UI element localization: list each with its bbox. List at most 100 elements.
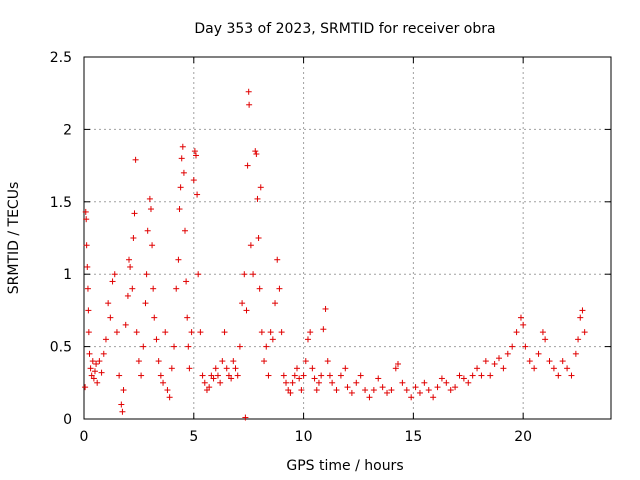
data-point: [195, 271, 202, 278]
x-tick-label: 15: [404, 429, 422, 445]
data-point: [242, 414, 249, 421]
y-axis-label: SRMTID / TECUs: [6, 182, 22, 295]
data-point: [491, 360, 498, 367]
data-point: [304, 336, 311, 343]
data-point: [147, 206, 154, 213]
data-point: [179, 143, 186, 150]
data-point: [379, 384, 386, 391]
chart-title: Day 353 of 2023, SRMTID for receiver obr…: [194, 21, 495, 37]
plot-frame: [83, 56, 612, 420]
data-point: [168, 365, 175, 372]
y-tick-label: 0: [63, 412, 72, 428]
data-point: [253, 151, 260, 158]
data-point: [416, 389, 423, 396]
data-point: [337, 372, 344, 379]
data-point: [162, 329, 169, 336]
data-point: [278, 329, 285, 336]
x-axis-label: GPS time / hours: [286, 458, 403, 474]
data-point: [460, 375, 467, 382]
data-point: [333, 387, 340, 394]
data-point: [135, 358, 142, 365]
data-point: [131, 210, 138, 217]
data-point: [177, 184, 184, 191]
data-point: [324, 358, 331, 365]
data-point: [83, 216, 90, 223]
x-tick-label: 20: [514, 429, 532, 445]
data-point: [255, 235, 262, 241]
data-point: [568, 372, 575, 379]
data-point: [122, 321, 129, 328]
data-point: [287, 389, 294, 396]
y-tick-label: 1.5: [50, 195, 72, 211]
data-point: [236, 343, 243, 350]
data-point: [302, 358, 309, 365]
data-point: [133, 329, 140, 336]
x-tick-label: 10: [295, 429, 313, 445]
data-point: [111, 271, 118, 278]
data-point: [176, 206, 183, 213]
data-point: [575, 336, 582, 343]
data-point: [384, 389, 391, 396]
data-point: [465, 379, 472, 386]
data-point: [182, 227, 189, 234]
data-point: [344, 384, 351, 391]
data-point: [144, 227, 151, 234]
data-point: [408, 394, 415, 401]
data-point: [296, 375, 303, 382]
data-point: [403, 387, 410, 394]
data-point: [91, 368, 98, 375]
data-point: [244, 162, 251, 169]
data-point: [320, 326, 327, 333]
data-point: [98, 369, 105, 376]
data-point: [84, 263, 91, 270]
data-point: [300, 372, 307, 379]
data-point: [185, 343, 192, 350]
data-point: [94, 379, 101, 386]
data-point: [120, 387, 127, 394]
data-point: [280, 372, 287, 379]
data-point: [201, 379, 208, 386]
x-tick-label: 0: [80, 429, 89, 445]
data-point: [146, 195, 153, 202]
data-point: [430, 394, 437, 401]
data-point: [100, 350, 107, 357]
data-point: [184, 314, 191, 321]
data-point: [412, 384, 419, 391]
data-point: [96, 358, 103, 365]
x-tick-labels: 0 5 10 15 20: [80, 429, 533, 445]
data-point: [520, 321, 527, 328]
data-point: [192, 152, 199, 159]
data-point: [425, 387, 432, 394]
data-points: [82, 88, 588, 421]
data-point: [171, 343, 178, 350]
data-point: [93, 360, 100, 367]
data-point: [155, 358, 162, 365]
data-point: [129, 285, 136, 292]
y-tick-label: 2.5: [50, 50, 72, 66]
data-point: [194, 191, 201, 198]
data-point: [250, 271, 257, 278]
data-point: [223, 365, 230, 372]
axis-ticks: [83, 56, 611, 420]
data-point: [579, 307, 586, 314]
data-point: [395, 360, 402, 367]
data-point: [212, 365, 219, 372]
data-point: [517, 314, 524, 321]
data-point: [482, 358, 489, 365]
data-point: [175, 256, 182, 263]
data-point: [157, 372, 164, 379]
data-point: [150, 285, 157, 292]
data-point: [243, 307, 250, 314]
data-point: [375, 375, 382, 382]
data-point: [116, 372, 123, 379]
data-point: [438, 375, 445, 382]
data-point: [254, 195, 261, 202]
data-point: [85, 329, 92, 336]
data-point: [217, 379, 224, 386]
data-point: [509, 343, 516, 350]
data-point: [130, 235, 137, 241]
y-tick-label: 0.5: [50, 340, 72, 356]
data-point: [119, 408, 126, 415]
data-point: [313, 387, 320, 394]
